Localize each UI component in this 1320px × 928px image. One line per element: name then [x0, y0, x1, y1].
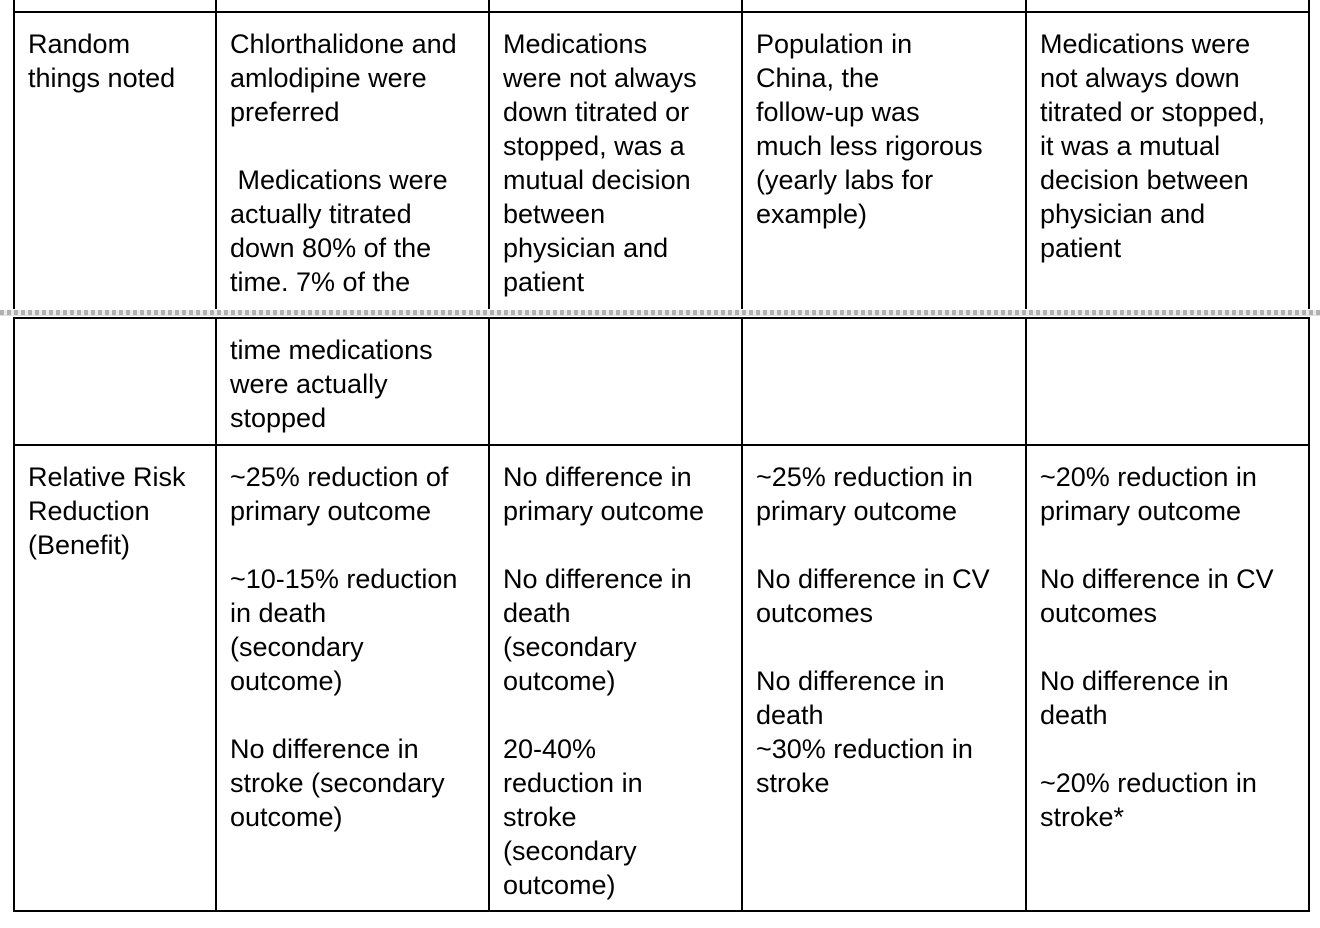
table-cell[interactable] [217, 0, 490, 13]
table-cell[interactable]: Medications were not always down titrate… [490, 13, 743, 309]
table-cell[interactable] [1027, 0, 1310, 13]
table-cell[interactable]: Population in China, the follow-up was m… [743, 13, 1027, 309]
table-cell[interactable] [743, 317, 1027, 446]
row-header-random-things-noted[interactable]: Random things noted [15, 13, 217, 309]
page-break-divider [0, 310, 1320, 316]
table-cell[interactable]: time medications were actually stopped [217, 317, 490, 446]
table-cell[interactable]: ~20% reduction in primary outcome No dif… [1027, 446, 1310, 912]
table-cell[interactable] [15, 0, 217, 13]
row-header-relative-risk-reduction[interactable]: Relative Risk Reduction (Benefit) [15, 446, 217, 912]
table-cell[interactable] [490, 0, 743, 13]
table-cell[interactable]: ~25% reduction of primary outcome ~10-15… [217, 446, 490, 912]
table-cell[interactable] [490, 317, 743, 446]
table-cell[interactable] [1027, 317, 1310, 446]
comparison-table-upper-section: Random things noted Chlorthalidone and a… [13, 0, 1310, 309]
table-cell[interactable]: No difference in primary outcome No diff… [490, 446, 743, 912]
table-cell[interactable]: Chlorthalidone and amlodipine were prefe… [217, 13, 490, 309]
table-cell[interactable] [743, 0, 1027, 13]
table-cell[interactable] [15, 317, 217, 446]
comparison-table-lower-section: time medications were actually stopped R… [13, 317, 1310, 912]
table-cell[interactable]: ~25% reduction in primary outcome No dif… [743, 446, 1027, 912]
table-cell[interactable]: Medications were not always down titrate… [1027, 13, 1310, 309]
